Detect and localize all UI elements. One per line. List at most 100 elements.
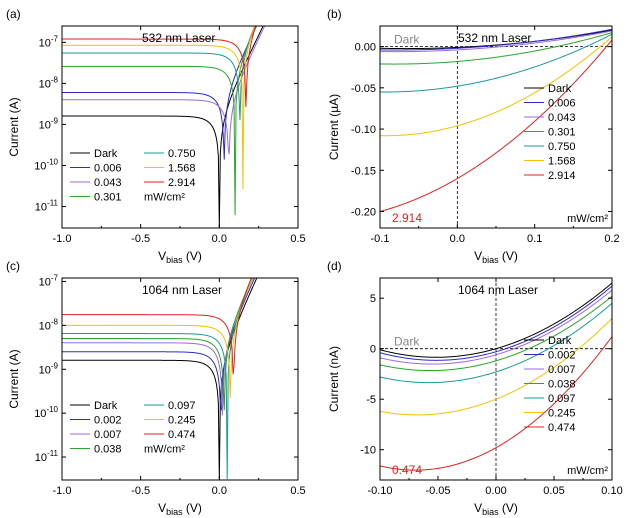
power-annotation: 0.474: [392, 463, 422, 477]
series-group: [380, 282, 612, 471]
y-tick-label: 10-10: [34, 405, 58, 420]
y-tick-label: 0.00: [355, 42, 376, 54]
x-axis-label-sub: bias: [166, 507, 183, 517]
legend-unit: mW/cm²: [567, 465, 608, 477]
legend-label: 0.474: [548, 422, 576, 434]
x-axis-label-sub: bias: [482, 255, 499, 265]
chart-title: 532 nm Laser: [142, 31, 215, 45]
panels: (a)-1.0 -0.5 0.0 0.510-1110-1010-910-810-7V…: [6, 7, 623, 517]
series-line-Dark: [62, 278, 258, 480]
y-tick-exp: -9: [51, 361, 59, 370]
legend-label: 0.301: [94, 192, 122, 204]
x-tick-label: 0.2: [604, 233, 619, 245]
x-axis-label-sub: bias: [482, 507, 499, 517]
chart-title: 1064 nm Laser: [458, 283, 538, 297]
legend-label: 0.245: [168, 415, 196, 427]
x-axis-label-unit: (V): [499, 249, 518, 263]
x-tick-label: -0.10: [367, 485, 392, 497]
y-tick-label: 10-9: [39, 361, 59, 376]
panel-a: (a)-1.0 -0.5 0.0 0.510-1110-1010-910-810-7V…: [6, 7, 306, 265]
y-axis-label: Current (µA): [327, 94, 341, 160]
y-tick-label: -0.10: [351, 124, 376, 136]
series-group: [380, 28, 612, 212]
y-tick-base: 10: [34, 408, 46, 420]
dark-annotation: Dark: [394, 335, 420, 349]
x-tick-label: -1.0: [53, 233, 72, 245]
series-line-0.750: [62, 26, 256, 121]
legend-label: Dark: [548, 83, 572, 95]
y-tick-exp: -10: [46, 157, 58, 166]
legend-unit: mW/cm²: [144, 444, 185, 456]
legend-label: Dark: [548, 335, 572, 347]
x-axis-label-unit: (V): [499, 501, 518, 515]
power-annotation: 2.914: [392, 211, 422, 225]
y-tick-base: 10: [39, 320, 51, 332]
series-line-1.568: [62, 26, 256, 190]
legend-label: Dark: [94, 148, 118, 160]
x-tick-label: 0.5: [290, 233, 305, 245]
legend-label: 2.914: [548, 170, 576, 182]
y-tick-base: 10: [39, 364, 51, 376]
legend-unit: mW/cm²: [144, 192, 185, 204]
legend-label: 0.474: [168, 429, 196, 441]
y-tick-label: 0: [370, 344, 376, 356]
legend-label: 0.006: [94, 163, 122, 175]
legend-label: 0.007: [548, 364, 576, 376]
y-tick-label: 5: [370, 293, 376, 305]
x-tick-label: 0.1: [527, 233, 542, 245]
y-tick-label: -0.05: [351, 83, 376, 95]
y-tick-base: 10: [39, 78, 51, 90]
x-tick-label: -0.05: [425, 485, 450, 497]
y-axis-label: Current (A): [7, 97, 21, 156]
y-tick-label: 10-11: [35, 449, 59, 464]
series-line-0.002: [62, 278, 256, 411]
x-tick-label: 0.0: [212, 485, 227, 497]
x-axis-label-main: V: [158, 501, 166, 515]
x-tick-label: 0.05: [543, 485, 564, 497]
legend-label: 0.750: [548, 141, 576, 153]
series-line-0.097: [62, 278, 254, 480]
x-axis-label-main: V: [474, 501, 482, 515]
y-tick-base: 10: [39, 276, 51, 288]
series-line-2.914: [380, 39, 612, 212]
y-tick-exp: -11: [47, 199, 59, 208]
y-tick-exp: -8: [51, 317, 59, 326]
chart-title: 1064 nm Laser: [142, 283, 222, 297]
series-line-0.043: [62, 26, 266, 155]
series-line-Dark: [62, 26, 264, 228]
y-tick-base: 10: [35, 202, 47, 214]
series-line-0.245: [380, 318, 612, 416]
x-axis-label-unit: (V): [183, 249, 202, 263]
x-axis-label: Vbias (V): [158, 249, 202, 265]
series-line-0.750: [380, 33, 612, 93]
y-tick-label: -0.20: [351, 207, 376, 219]
panel-label: (b): [327, 7, 342, 21]
y-tick-base: 10: [35, 452, 47, 464]
x-tick-label: 0.0: [450, 233, 465, 245]
y-tick-base: 10: [39, 37, 51, 49]
x-tick-label: 0.00: [485, 485, 506, 497]
legend-label: 0.038: [548, 379, 576, 391]
y-tick-exp: -11: [47, 449, 59, 458]
legend-label: 0.002: [94, 415, 122, 427]
legend-label: 1.568: [548, 156, 576, 168]
panel-c: (c)-1.0 -0.5 0.0 0.510-1110-1010-910-810-7V…: [6, 259, 306, 517]
dark-annotation: Dark: [394, 33, 420, 47]
series-line-0.474: [62, 278, 252, 375]
y-tick-exp: -8: [51, 75, 59, 84]
legend-label: 0.097: [548, 393, 576, 405]
y-tick-label: -0.15: [351, 165, 376, 177]
y-tick-base: 10: [34, 160, 46, 172]
y-tick-label: 10-9: [39, 116, 59, 131]
series-line-0.007: [380, 289, 612, 365]
x-axis-label: Vbias (V): [158, 501, 202, 517]
legend-label: 0.750: [168, 148, 196, 160]
y-tick-exp: -10: [46, 405, 58, 414]
x-axis-label-unit: (V): [183, 501, 202, 515]
x-axis-label-main: V: [158, 249, 166, 263]
panel-label: (a): [6, 7, 21, 21]
series-line-0.006: [380, 28, 612, 51]
y-tick-exp: -9: [51, 116, 59, 125]
chart-title: 532 nm Laser: [458, 31, 531, 45]
series-line-0.007: [62, 278, 253, 416]
